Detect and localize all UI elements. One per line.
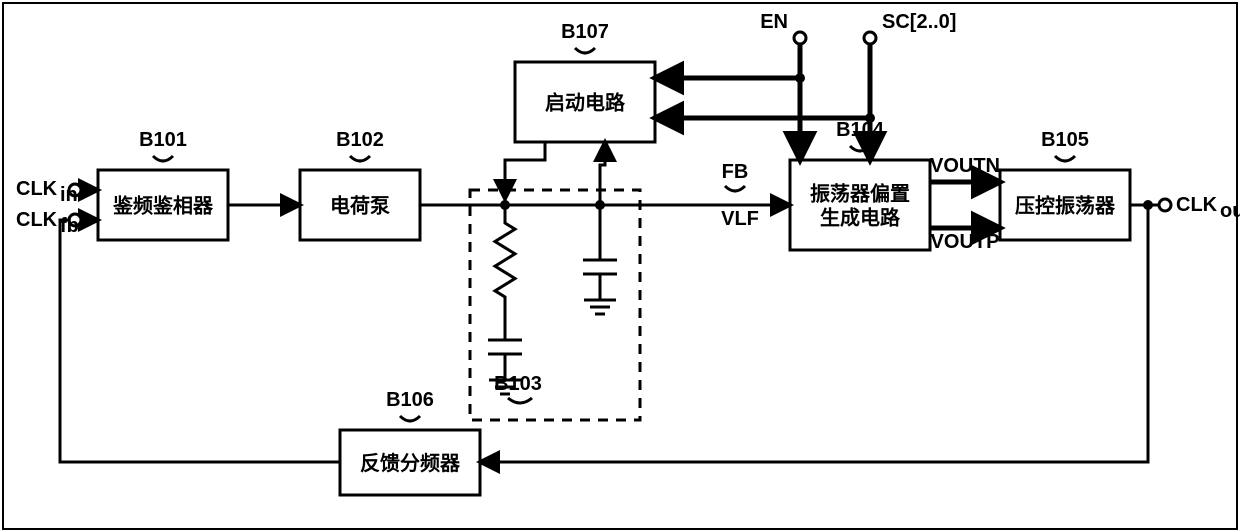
svg-text:CLK: CLK bbox=[16, 209, 58, 231]
svg-text:B102: B102 bbox=[336, 129, 384, 151]
block-b107: B107 启动电路 bbox=[515, 21, 655, 142]
cap1 bbox=[488, 305, 522, 354]
wire-fb-up bbox=[600, 142, 605, 205]
svg-text:B106: B106 bbox=[386, 389, 434, 411]
label-sc: SC[2..0] bbox=[882, 11, 956, 33]
block-b101: B101 鉴频鉴相器 bbox=[98, 129, 228, 240]
label-voutn: VOUTN bbox=[930, 155, 1000, 177]
block-b105: B105 压控振荡器 bbox=[1000, 129, 1130, 240]
svg-text:反馈分频器: 反馈分频器 bbox=[360, 451, 461, 475]
label-en: EN bbox=[760, 11, 788, 33]
label-clk-fb: CLKfb bbox=[16, 209, 79, 237]
svg-text:振荡器偏置: 振荡器偏置 bbox=[810, 181, 910, 205]
block-b104: B104 振荡器偏置生成电路 bbox=[790, 119, 930, 250]
wire-b106-to-clkfb bbox=[60, 220, 340, 462]
svg-text:启动电路: 启动电路 bbox=[545, 90, 626, 114]
resistor bbox=[495, 215, 515, 305]
svg-text:B104: B104 bbox=[836, 119, 885, 141]
block-b102: B102 电荷泵 bbox=[300, 129, 420, 240]
svg-text:鉴频鉴相器: 鉴频鉴相器 bbox=[112, 193, 214, 217]
block-b106: B106 反馈分频器 bbox=[340, 389, 480, 495]
svg-text:压控振荡器: 压控振荡器 bbox=[1015, 193, 1116, 217]
cap2 bbox=[583, 205, 617, 274]
label-vlf: VLF bbox=[721, 208, 759, 230]
label-clk-out: CLKout bbox=[1176, 194, 1240, 222]
svg-text:CLK: CLK bbox=[16, 178, 58, 200]
svg-text:B107: B107 bbox=[561, 21, 609, 43]
terminal-sc bbox=[864, 32, 876, 44]
label-voutp: VOUTP bbox=[931, 231, 1000, 253]
svg-text:B105: B105 bbox=[1041, 129, 1089, 151]
svg-text:B103: B103 bbox=[494, 373, 542, 395]
label-clk-in: CLKin bbox=[16, 178, 78, 206]
svg-text:fb: fb bbox=[60, 215, 79, 237]
svg-text:CLK: CLK bbox=[1176, 194, 1218, 216]
label-fb: FB bbox=[722, 161, 749, 183]
gnd2 bbox=[584, 290, 616, 314]
pll-block-diagram: B101鉴频鉴相器B102电荷泵B107启动电路B104振荡器偏置生成电路B10… bbox=[0, 0, 1240, 532]
terminal-en bbox=[794, 32, 806, 44]
svg-text:电荷泵: 电荷泵 bbox=[330, 193, 390, 217]
terminal-clk-out bbox=[1159, 199, 1171, 211]
svg-text:生成电路: 生成电路 bbox=[820, 205, 901, 229]
svg-text:in: in bbox=[60, 184, 78, 206]
svg-text:out: out bbox=[1220, 200, 1240, 222]
svg-text:B101: B101 bbox=[139, 129, 187, 151]
